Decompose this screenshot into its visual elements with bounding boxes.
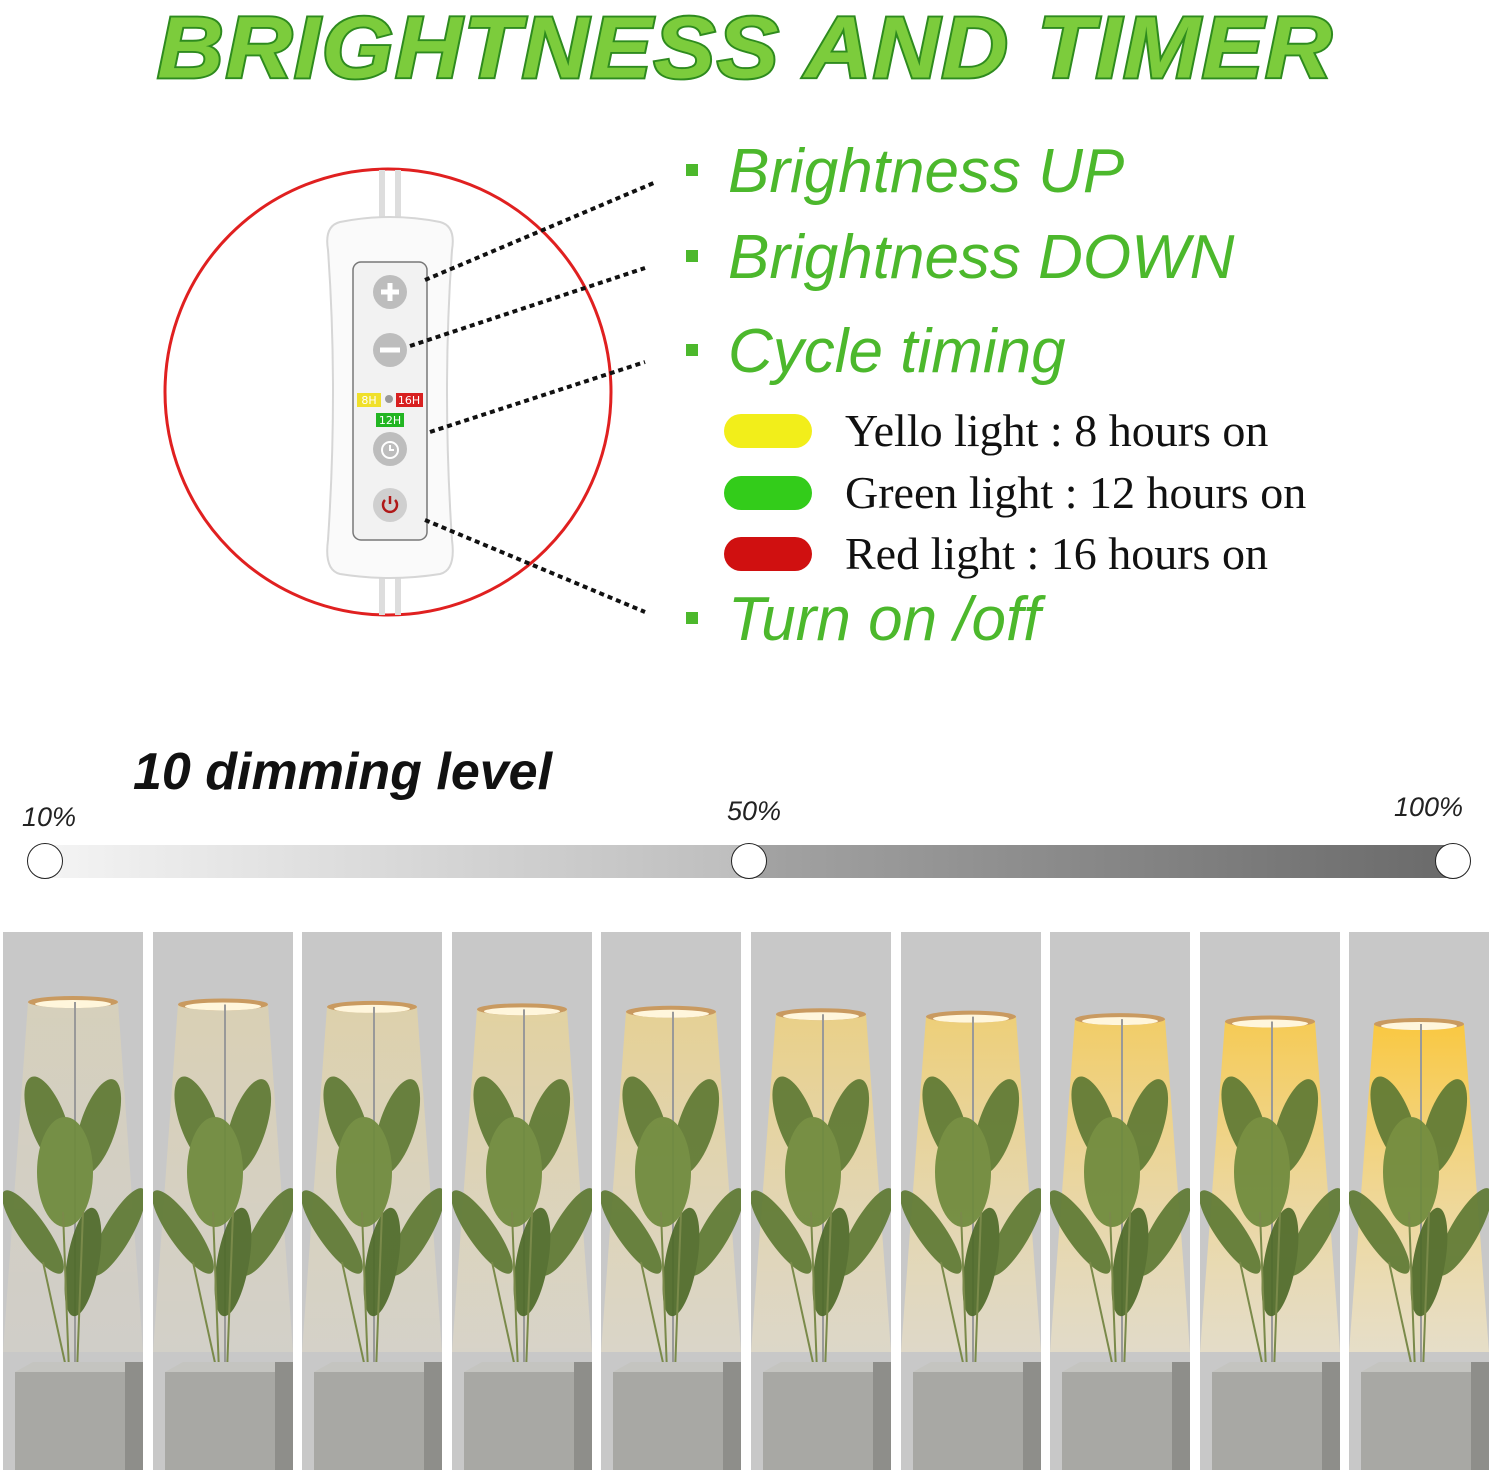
mark-50: 50%: [727, 796, 782, 826]
plant-panel-level-1: [2, 932, 146, 1470]
plant-panel-level-10: [1348, 932, 1491, 1470]
power-button[interactable]: [373, 488, 407, 522]
knob-100: [1435, 843, 1471, 879]
bullet-icon: [686, 249, 698, 262]
bullet-icon: [686, 163, 698, 176]
plus-button[interactable]: [373, 275, 407, 309]
red-pill: [724, 536, 812, 571]
mark-100: 100%: [1394, 792, 1464, 822]
plant-panel-level-4: [450, 932, 595, 1470]
label-16h: 16H: [398, 394, 420, 407]
feature-brightness-up: Brightness UP: [686, 136, 1124, 207]
timer-button[interactable]: [373, 432, 407, 466]
plant-panel-level-8: [1049, 932, 1193, 1470]
power-icon: [381, 496, 399, 514]
pointer-lines: [409, 180, 657, 614]
label-12h: 12H: [379, 414, 401, 427]
controller-illustration: 8H 16H 12H: [163, 167, 657, 617]
green-pill: [724, 475, 812, 510]
plant-panel-level-5: [600, 932, 745, 1470]
page-title: BRIGHTNESS AND TIMER: [155, 0, 1334, 98]
knob-10: [27, 843, 63, 879]
feature-cycle-timing: Cycle timing: [686, 316, 1066, 387]
legend-green: Green light : 12 hours on: [724, 466, 1306, 519]
plant-panel-level-7: [899, 932, 1044, 1470]
mark-10: 10%: [22, 802, 77, 832]
highlight-circle: [163, 167, 613, 617]
bullet-icon: [686, 343, 698, 356]
legend-yellow: Yello light : 8 hours on: [724, 404, 1268, 457]
plant-panel-level-3: [301, 932, 445, 1470]
plant-panel-level-9: [1198, 932, 1343, 1470]
knob-50: [731, 843, 767, 879]
yellow-pill: [724, 413, 812, 448]
label-8h: 8H: [361, 394, 376, 407]
minus-button[interactable]: [373, 333, 407, 367]
plant-panel-level-6: [750, 932, 894, 1470]
feature-turn-on-off: Turn on /off: [686, 584, 1040, 655]
legend-red: Red light : 16 hours on: [724, 527, 1268, 580]
alarm-clock-icon: [381, 441, 399, 459]
feature-brightness-down: Brightness DOWN: [686, 222, 1234, 293]
dimming-level-panels: [0, 932, 1491, 1470]
bullet-icon: [686, 611, 698, 624]
dimming-title: 10 dimming level: [133, 743, 553, 801]
plant-panel-level-2: [151, 932, 296, 1470]
